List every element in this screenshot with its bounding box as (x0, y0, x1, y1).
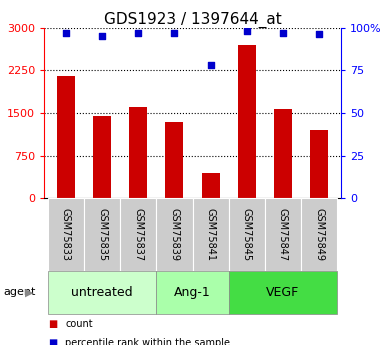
Point (316, 32, 322, 37)
Bar (201, 173, 219, 198)
Bar (166, 121, 184, 198)
Text: ▶: ▶ (25, 287, 33, 297)
Bar (310, 130, 328, 198)
Text: percentile rank within the sample: percentile rank within the sample (65, 338, 231, 345)
Point (208, 62, 214, 68)
Text: count: count (65, 319, 93, 329)
Bar (48, 198, 84, 271)
Text: VEGF: VEGF (266, 286, 300, 299)
Text: agent: agent (4, 287, 36, 297)
Bar (84, 198, 120, 271)
Text: GSM75833: GSM75833 (61, 208, 71, 261)
Text: Ang-1: Ang-1 (174, 286, 211, 299)
Text: GSM75841: GSM75841 (206, 208, 216, 261)
Text: GSM75839: GSM75839 (169, 208, 179, 261)
Bar (229, 271, 337, 314)
Bar (57, 76, 75, 198)
Point (99, 33, 105, 39)
Text: ■: ■ (48, 319, 57, 329)
Bar (265, 198, 301, 271)
Bar (156, 271, 229, 314)
Text: GSM75845: GSM75845 (242, 208, 252, 261)
Text: untreated: untreated (71, 286, 133, 299)
Title: GDS1923 / 1397644_at: GDS1923 / 1397644_at (104, 11, 281, 28)
Point (244, 28, 250, 34)
Bar (301, 198, 337, 271)
Bar (120, 198, 156, 271)
Text: ■: ■ (48, 338, 57, 345)
Bar (48, 271, 156, 314)
Bar (129, 107, 147, 198)
Bar (192, 198, 229, 271)
Text: GSM75849: GSM75849 (314, 208, 324, 261)
Bar (93, 116, 111, 198)
Bar (274, 109, 292, 198)
Text: GSM75847: GSM75847 (278, 208, 288, 261)
Point (280, 30, 286, 36)
Point (63, 30, 69, 36)
Text: GSM75835: GSM75835 (97, 208, 107, 261)
Point (171, 30, 177, 36)
Point (135, 30, 141, 36)
Bar (156, 198, 192, 271)
Bar (238, 45, 256, 198)
Bar (229, 198, 265, 271)
Text: GSM75837: GSM75837 (133, 208, 143, 261)
